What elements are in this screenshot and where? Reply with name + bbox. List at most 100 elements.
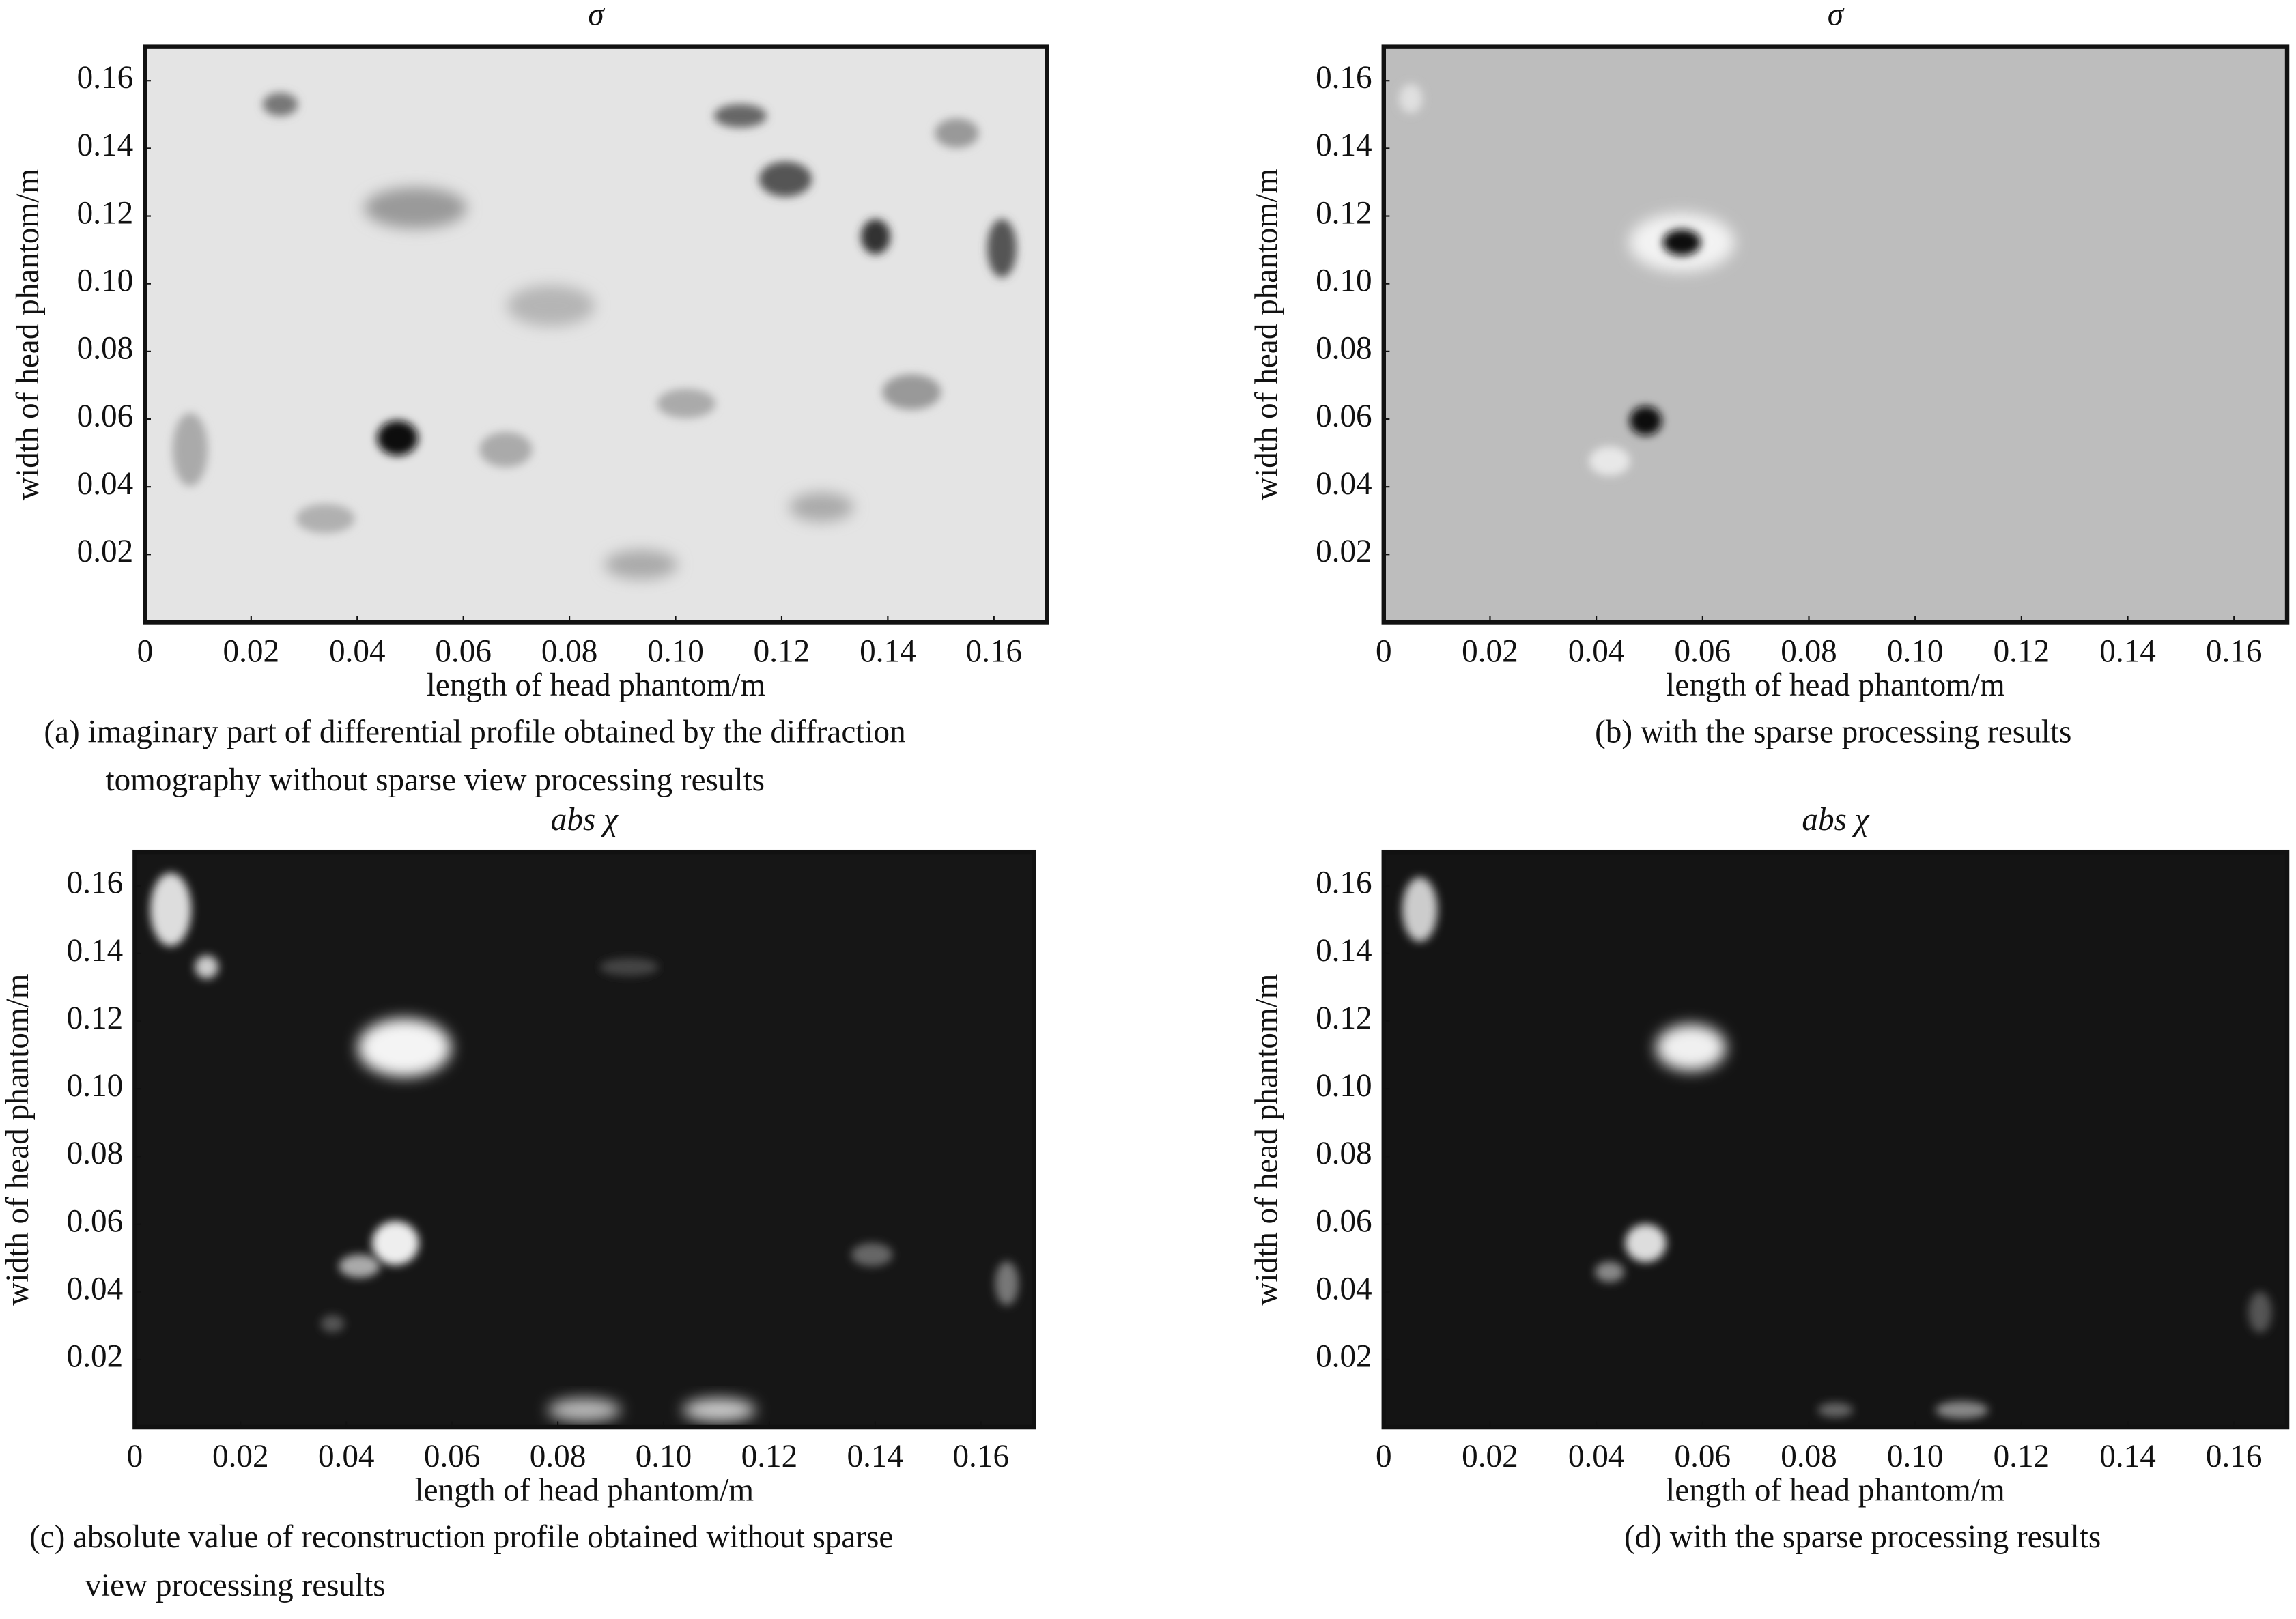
x-tick-label: 0.04 [329, 633, 386, 669]
caption: (c) absolute value of reconstruction pro… [29, 1519, 893, 1555]
y-tick-label: 0.14 [67, 933, 124, 969]
y-tick-label: 0.02 [67, 1339, 124, 1375]
image-blob [1595, 1261, 1625, 1283]
x-tick-label: 0.16 [2206, 1439, 2263, 1474]
y-axis-label: width of head phantom/m [1249, 974, 1284, 1306]
image-blob [789, 492, 854, 522]
image-blob [882, 374, 941, 410]
x-tick-label: 0.10 [1887, 1439, 1944, 1474]
image-blob [339, 1254, 380, 1278]
caption: tomography without sparse view processin… [105, 762, 765, 798]
image-blob [296, 504, 355, 534]
image-blob [357, 1018, 452, 1077]
x-tick-label: 0.16 [952, 1439, 1009, 1474]
x-tick-label: 0.12 [741, 1439, 798, 1474]
y-tick-label: 0.12 [77, 195, 134, 231]
image-blob [851, 1243, 893, 1267]
x-tick-label: 0.16 [2206, 633, 2263, 669]
x-tick-label: 0.08 [541, 633, 598, 669]
chart-title: σ [1828, 0, 1845, 33]
chart-title: abs χ [551, 802, 619, 837]
image-blob [507, 285, 595, 326]
image-blob [861, 219, 890, 255]
caption: view processing results [85, 1568, 385, 1603]
x-tick-label: 0.04 [1568, 1439, 1625, 1474]
y-tick-label: 0.12 [67, 1001, 124, 1036]
image-blob [1936, 1401, 1989, 1419]
image-blob [548, 1398, 621, 1422]
x-tick-label: 0.02 [212, 1439, 269, 1474]
x-tick-label: 0.10 [636, 1439, 692, 1474]
image-blob [1656, 1024, 1727, 1072]
image-blob [2248, 1291, 2272, 1333]
panel: 0 0.02 0.04 0.06 0.08 0.10 0.12 0.14 0.16 0.02 0.0… [10, 0, 1049, 798]
x-tick-label: 0.12 [1994, 633, 2050, 669]
image-blob [1662, 229, 1701, 256]
x-tick-label: 0.04 [1568, 633, 1625, 669]
image-background [1383, 46, 2288, 622]
image-blob [262, 92, 298, 117]
x-tick-label: 0.08 [1781, 633, 1837, 669]
x-tick-label: 0.16 [966, 633, 1023, 669]
y-tick-label: 0.08 [1316, 1136, 1372, 1171]
image-blob [995, 1261, 1019, 1306]
x-tick-label: 0.06 [1675, 633, 1731, 669]
y-tick-label: 0.06 [77, 399, 134, 434]
image-background [145, 46, 1047, 622]
x-tick-label: 0.10 [647, 633, 704, 669]
x-tick-label: 0.06 [424, 1439, 481, 1474]
x-tick-label: 0.02 [223, 633, 280, 669]
panel: 0 0.02 0.04 0.06 0.08 0.10 0.12 0.14 0.16 0.02 0.0… [0, 802, 1036, 1603]
y-tick-label: 0.16 [77, 60, 134, 96]
y-tick-label: 0.16 [1316, 60, 1372, 96]
plot-frame [143, 44, 1049, 625]
image-blob [657, 388, 715, 418]
x-axis-label: length of head phantom/m [415, 1472, 754, 1508]
y-tick-label: 0.08 [67, 1136, 124, 1171]
y-tick-label: 0.10 [1316, 1068, 1372, 1104]
y-tick-label: 0.06 [67, 1203, 124, 1239]
y-tick-label: 0.10 [67, 1068, 124, 1104]
image-blob [935, 118, 979, 148]
y-tick-label: 0.16 [67, 865, 124, 901]
image-texture [150, 872, 1019, 1422]
y-tick-label: 0.10 [1316, 263, 1372, 299]
image-blob [987, 218, 1017, 278]
image-blob [604, 549, 678, 579]
image-background [134, 852, 1034, 1428]
chart-title: σ [588, 0, 605, 33]
plot-frame [1381, 849, 2290, 1430]
image-blob [195, 955, 218, 979]
image-background [1383, 852, 2288, 1428]
caption: (a) imaginary part of differential profi… [44, 714, 905, 749]
panel: 0 0.02 0.04 0.06 0.08 0.10 0.12 0.14 0.16 0.02 0.0… [1249, 802, 2290, 1555]
x-tick-label: 0.12 [1994, 1439, 2050, 1474]
x-tick-label: 0.02 [1462, 1439, 1518, 1474]
x-tick-label: 0.06 [1675, 1439, 1731, 1474]
image-blob [1629, 406, 1662, 435]
image-blob [1402, 877, 1438, 942]
x-axis-label: length of head phantom/m [427, 668, 766, 703]
image-blob [172, 413, 208, 487]
caption: (d) with the sparse processing results [1624, 1519, 2101, 1555]
image-texture [1402, 877, 2272, 1419]
image-blob [713, 104, 767, 128]
image-blob [599, 958, 659, 976]
x-tick-label: 0 [127, 1439, 143, 1474]
plot-frame [1381, 44, 2290, 625]
y-axis-label: width of head phantom/m [10, 169, 46, 500]
image-texture [1399, 84, 1735, 476]
y-tick-label: 0.08 [77, 331, 134, 367]
image-blob [320, 1315, 345, 1333]
y-tick-label: 0.06 [1316, 1203, 1372, 1239]
x-axis-label: length of head phantom/m [1666, 1472, 2005, 1508]
image-blob [364, 187, 467, 229]
y-tick-label: 0.10 [77, 263, 134, 299]
x-tick-label: 0.04 [318, 1439, 375, 1474]
y-tick-label: 0.02 [1316, 534, 1372, 569]
image-blob [150, 872, 192, 947]
image-blob [1625, 1224, 1667, 1263]
y-tick-label: 0.14 [77, 128, 134, 163]
x-tick-label: 0.14 [2099, 633, 2156, 669]
